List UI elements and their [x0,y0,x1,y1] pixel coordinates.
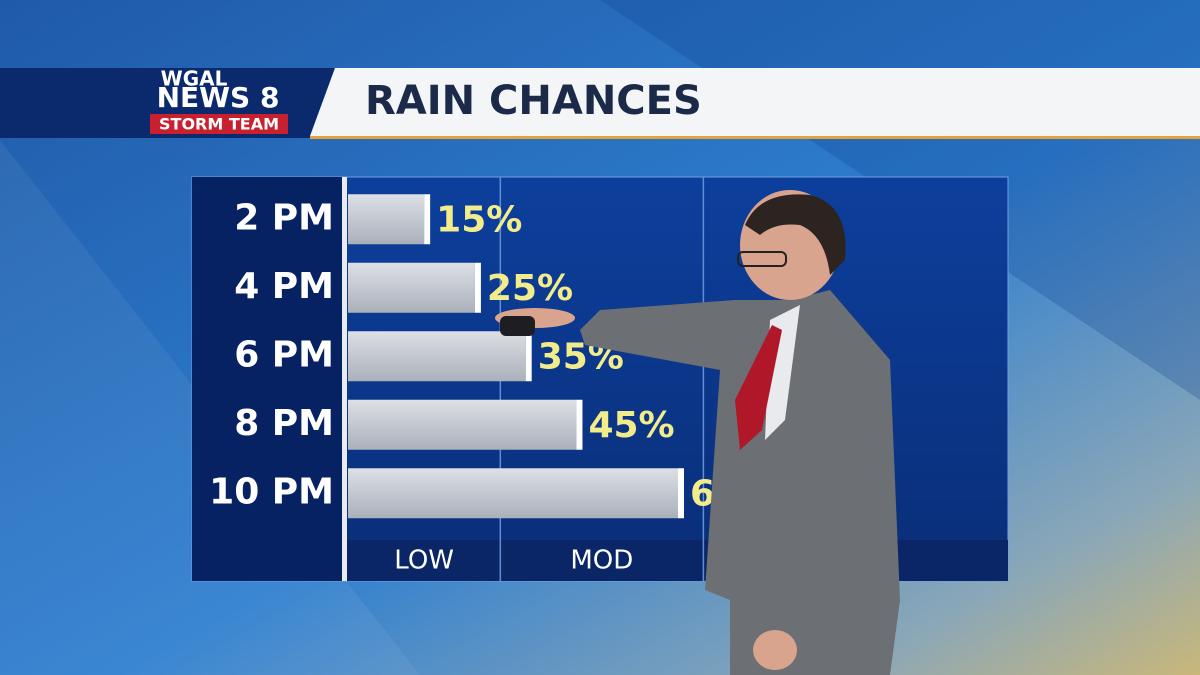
bar-cap [678,468,684,519]
bar [348,399,577,450]
chart-title: RAIN CHANCES [365,78,702,124]
value-label: 45% [588,405,674,446]
logo-sub-bg [150,114,288,134]
bar-cap [474,262,481,313]
logo-sub: STORM TEAM [159,115,279,134]
category-label: 2 PM [234,197,334,238]
bar [348,262,475,313]
bar [348,331,526,382]
value-label: 25% [487,268,573,309]
bar-cap [576,399,583,450]
category-label: 8 PM [234,403,334,444]
bar-cap [424,194,431,245]
value-label: 15% [436,199,522,240]
bar-cap [525,331,532,382]
title-band [310,68,1200,136]
axis-line [342,177,347,581]
logo-main: NEWS 8 [157,81,280,114]
zone-label: LOW [394,546,454,576]
category-label: 6 PM [234,334,334,375]
category-label: 10 PM [209,471,334,512]
logo-top: WGAL [161,67,228,91]
title-underline [310,136,1200,139]
category-label: 4 PM [234,266,334,307]
bar [348,468,678,519]
bar [348,194,425,245]
category-column [192,177,342,581]
zone-label: MOD [570,546,633,576]
presenter [495,190,900,675]
